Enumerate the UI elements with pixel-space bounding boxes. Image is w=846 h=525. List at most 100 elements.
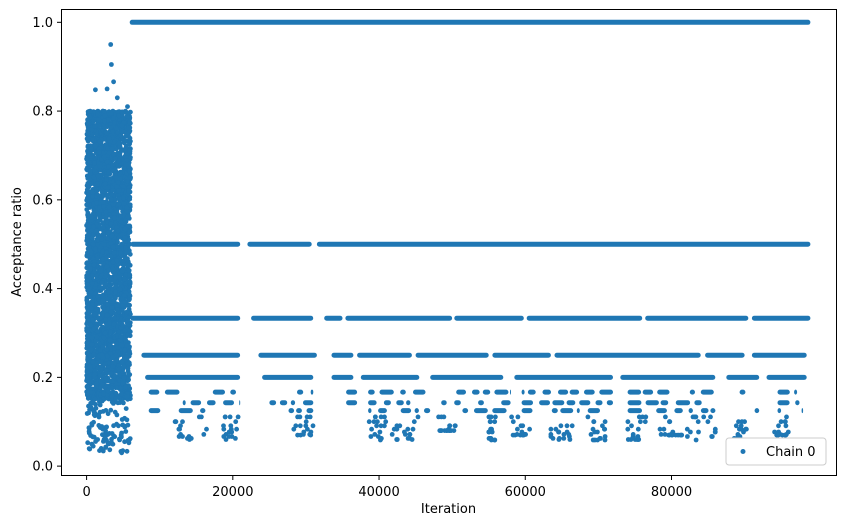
data-point — [591, 419, 597, 425]
data-point — [122, 276, 128, 282]
data-point-band — [141, 352, 241, 358]
data-point — [117, 144, 123, 149]
data-point — [102, 181, 108, 187]
data-point — [112, 409, 118, 415]
data-point — [712, 426, 718, 432]
data-point — [117, 286, 123, 292]
data-point — [107, 447, 113, 453]
data-point — [119, 268, 125, 274]
data-point — [94, 361, 100, 367]
data-point — [124, 249, 129, 255]
data-point-band — [413, 389, 426, 395]
data-point-band — [324, 315, 343, 321]
data-point — [566, 432, 572, 437]
data-point — [92, 124, 98, 129]
data-point — [121, 375, 127, 381]
y-axis-ticks: 0.0 0.2 0.4 0.6 0.8 1.0 — [32, 16, 62, 475]
data-point — [101, 391, 106, 397]
data-point — [121, 201, 127, 206]
data-point — [106, 164, 111, 169]
data-point-band — [346, 400, 358, 406]
data-point — [105, 117, 111, 123]
legend-label: Chain 0 — [766, 445, 816, 460]
data-point — [86, 113, 92, 118]
data-point — [108, 241, 114, 246]
data-point — [90, 241, 96, 247]
data-point — [85, 270, 91, 275]
data-point — [397, 423, 403, 429]
data-point — [86, 379, 92, 385]
data-point — [97, 205, 102, 211]
data-point — [782, 419, 788, 425]
data-point — [221, 423, 226, 429]
data-point-band — [514, 374, 613, 380]
data-point — [389, 432, 395, 437]
data-point — [104, 424, 109, 430]
data-point — [119, 123, 125, 129]
data-point — [90, 443, 96, 449]
data-point — [452, 423, 458, 429]
data-point — [695, 419, 701, 425]
data-point — [84, 136, 90, 142]
y-tick-label: 1.0 — [32, 16, 53, 31]
data-point — [119, 434, 124, 440]
data-point-band — [710, 408, 716, 414]
data-point — [98, 367, 104, 373]
data-point — [523, 432, 528, 437]
data-point — [108, 192, 114, 198]
data-point — [107, 293, 113, 298]
data-point — [120, 195, 126, 201]
data-point-band — [700, 389, 714, 395]
data-point — [590, 426, 596, 432]
data-point — [84, 187, 90, 193]
data-point — [89, 305, 94, 311]
data-point — [93, 228, 99, 234]
data-point — [92, 371, 98, 377]
data-point — [98, 378, 103, 384]
data-point — [640, 414, 645, 420]
data-point — [127, 436, 133, 441]
data-point — [110, 162, 116, 168]
data-point — [84, 375, 90, 381]
data-point — [103, 272, 109, 278]
data-point-band — [552, 400, 565, 406]
data-point — [87, 364, 93, 370]
data-point — [94, 301, 100, 307]
data-point-band — [130, 315, 241, 321]
data-point-band — [645, 400, 659, 406]
data-point-band — [456, 389, 466, 395]
data-point — [114, 303, 120, 309]
data-point-band — [705, 352, 745, 358]
data-point — [125, 332, 130, 337]
data-point — [99, 236, 104, 242]
data-point — [109, 371, 114, 376]
x-axis-label: Iteration — [421, 502, 476, 517]
data-point-band — [454, 315, 524, 321]
data-point — [85, 236, 90, 242]
data-point — [642, 419, 648, 425]
data-point-band — [247, 241, 312, 247]
data-point — [298, 432, 303, 438]
data-point — [118, 385, 123, 391]
data-point — [90, 273, 95, 278]
data-point — [696, 429, 701, 435]
data-point — [602, 419, 608, 425]
data-point-band — [675, 400, 691, 406]
data-point — [96, 423, 102, 428]
data-point — [107, 343, 113, 349]
x-tick-label: 60000 — [505, 485, 546, 500]
data-point — [111, 401, 116, 406]
data-point — [92, 143, 98, 149]
plot-area — [61, 9, 837, 476]
data-point — [106, 169, 112, 175]
data-point — [492, 419, 498, 425]
data-point — [88, 146, 94, 152]
data-point — [84, 166, 90, 172]
data-point — [120, 422, 126, 428]
data-point — [114, 244, 120, 249]
data-point — [91, 224, 96, 230]
data-point — [85, 282, 90, 288]
data-point — [667, 419, 672, 425]
data-point — [98, 446, 104, 451]
data-point — [106, 289, 111, 295]
